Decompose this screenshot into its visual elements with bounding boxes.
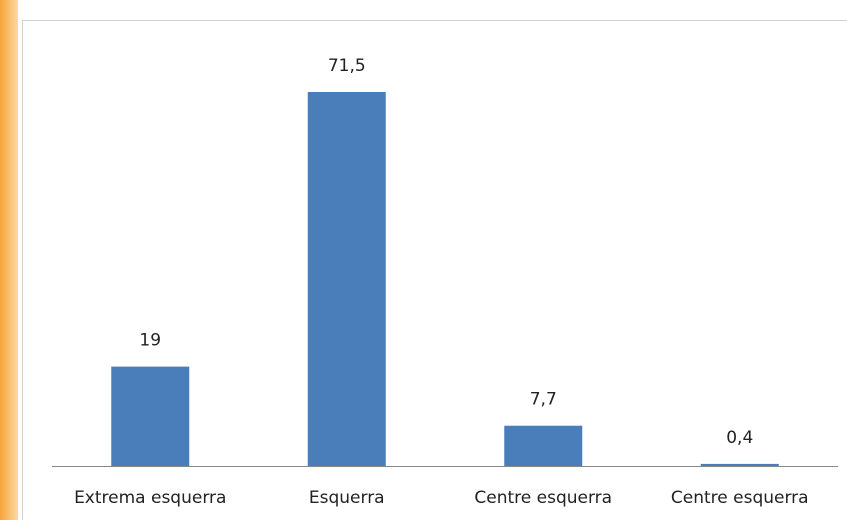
value-label: 7,7: [530, 390, 557, 410]
x-tick-label: Centre esquerra: [671, 488, 809, 508]
value-label: 71,5: [328, 56, 366, 76]
value-label: 0,4: [726, 428, 753, 448]
x-tick-label: Extrema esquerra: [74, 488, 226, 508]
x-tick-label: Centre esquerra: [474, 488, 612, 508]
value-label: 19: [139, 331, 161, 351]
side-strip: [0, 0, 18, 520]
bar: [111, 366, 190, 466]
bar: [307, 92, 386, 466]
bar: [700, 463, 779, 466]
bar: [504, 425, 583, 466]
x-tick-label: Esquerra: [309, 488, 385, 508]
